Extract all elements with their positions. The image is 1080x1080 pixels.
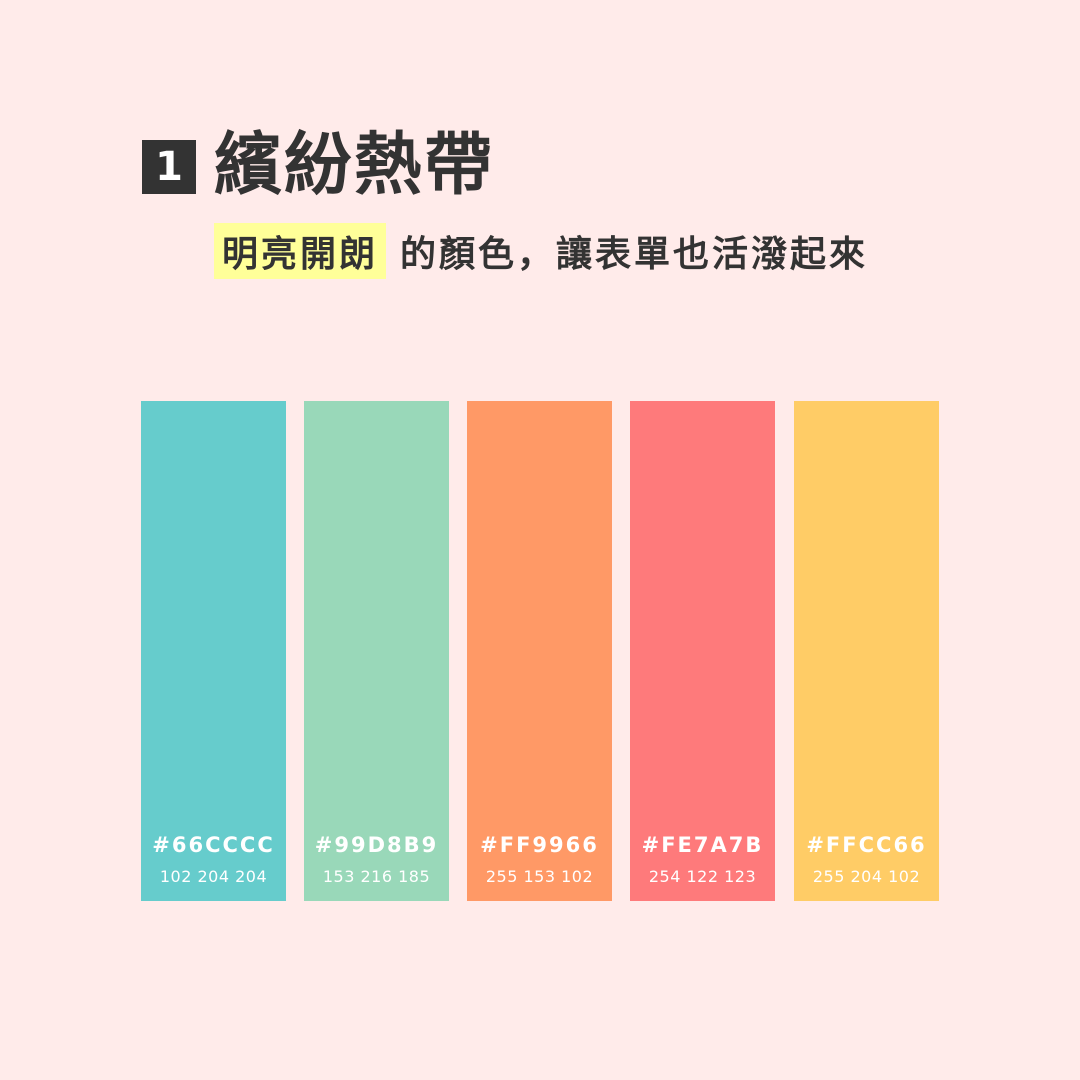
color-swatch: #FFCC66 255 204 102 bbox=[794, 401, 939, 901]
color-swatch: #FE7A7B 254 122 123 bbox=[630, 401, 775, 901]
swatch-hex-code: #FFCC66 bbox=[806, 833, 927, 857]
palette-title: 繽紛熱帶 bbox=[214, 126, 495, 205]
subtitle-text: 的顏色，讓表單也活潑起來 bbox=[400, 234, 869, 275]
swatch-rgb-values: 255 204 102 bbox=[812, 867, 921, 886]
swatch-rgb-values: 254 122 123 bbox=[648, 867, 757, 886]
color-swatch: #66CCCC 102 204 204 bbox=[141, 401, 286, 901]
swatch-rgb-values: 255 153 102 bbox=[485, 867, 594, 886]
color-swatch: #FF9966 255 153 102 bbox=[467, 401, 612, 901]
swatch-hex-code: #66CCCC bbox=[152, 833, 275, 857]
swatch-rgb-values: 102 204 204 bbox=[159, 867, 268, 886]
swatch-hex-code: #99D8B9 bbox=[314, 833, 439, 857]
swatch-rgb-values: 153 216 185 bbox=[322, 867, 431, 886]
color-swatch: #99D8B9 153 216 185 bbox=[304, 401, 449, 901]
swatch-hex-code: #FE7A7B bbox=[641, 833, 764, 857]
swatch-hex-code: #FF9966 bbox=[480, 833, 599, 857]
subtitle-highlight: 明亮開朗 bbox=[214, 223, 387, 279]
section-number-badge: 1 bbox=[142, 140, 196, 194]
palette-subtitle: 明亮開朗 的顏色，讓表單也活潑起來 bbox=[214, 223, 869, 279]
color-swatches: #66CCCC 102 204 204 #99D8B9 153 216 185 … bbox=[141, 401, 940, 901]
